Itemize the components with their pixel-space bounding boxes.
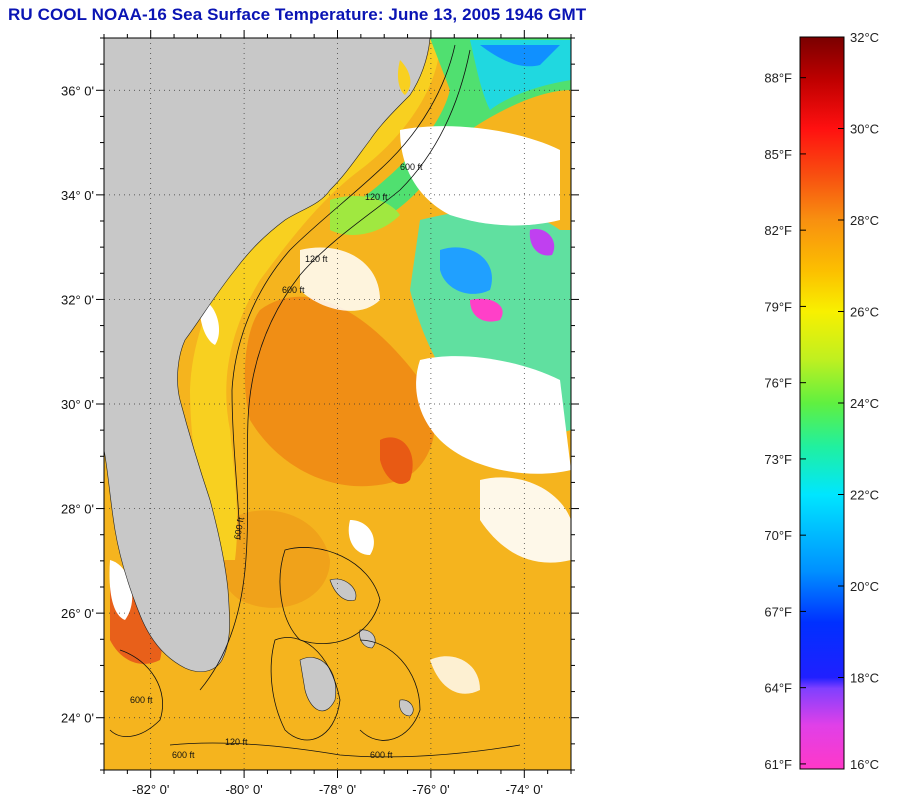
colorbar-gradient <box>799 36 845 770</box>
colorbar-celsius-label: 18°C <box>850 671 879 686</box>
contour-label: 120 ft <box>365 192 388 202</box>
magenta-patch <box>470 298 503 322</box>
graticule <box>104 38 571 770</box>
contour-exuma <box>359 639 421 741</box>
hot-patch <box>380 437 413 484</box>
lat-tick-label: 36° 0' <box>61 83 94 98</box>
contour-label: 600 ft <box>400 162 423 172</box>
cloud-south <box>430 656 480 694</box>
colorbar-celsius-labels: 32°C 30°C 28°C 26°C 24°C 22°C 20°C 18°C 16°C <box>838 30 879 772</box>
colorbar-celsius-label: 28°C <box>850 213 879 228</box>
map-panel: 120 ft 600 ft 120 ft 600 ft 600 ft 600 f… <box>104 38 571 770</box>
colorbar-fahrenheit-label: 88°F <box>764 71 792 86</box>
contour-label: 120 ft <box>305 254 328 264</box>
lon-tick-label: -74° 0' <box>506 782 543 797</box>
lat-tick-label: 30° 0' <box>61 397 94 412</box>
contour-cuba <box>169 742 521 758</box>
lon-tick-label: -76° 0' <box>412 782 449 797</box>
green-water-patch <box>330 195 400 235</box>
violet-patch <box>529 229 555 256</box>
contour-label: 600 ft <box>232 516 246 540</box>
contour-great-bahama-bank <box>270 637 341 741</box>
land-eleuthera <box>359 629 376 649</box>
colorbar-fahrenheit-label: 85°F <box>764 147 792 162</box>
cloud-mid <box>300 247 380 311</box>
lon-tick-label: -82° 0' <box>132 782 169 797</box>
colorbar-celsius-label: 26°C <box>850 305 879 320</box>
cloud-small <box>348 520 374 555</box>
land-us-florida <box>104 38 431 673</box>
colorbar-celsius-label: 16°C <box>850 757 879 772</box>
colorbar-celsius-label: 32°C <box>850 30 879 45</box>
colorbar-fahrenheit-label: 70°F <box>764 528 792 543</box>
lon-tick-label: -78° 0' <box>319 782 356 797</box>
colorbar-fahrenheit-label: 64°F <box>764 681 792 696</box>
contour-gulf <box>109 649 163 737</box>
colorbar-celsius-label: 30°C <box>850 122 879 137</box>
colorbar: 32°C 30°C 28°C 26°C 24°C 22°C 20°C 18°C 16°C 88°… <box>764 30 879 772</box>
lat-tick-label: 24° 0' <box>61 711 94 726</box>
lat-tick-label: 34° 0' <box>61 188 94 203</box>
lat-tick-label: 32° 0' <box>61 292 94 307</box>
contour-600ft <box>199 49 471 691</box>
cold-water-blue <box>480 45 560 67</box>
land-exuma <box>399 699 414 717</box>
colorbar-fahrenheit-label: 73°F <box>764 452 792 467</box>
land-grand-bahama <box>329 578 357 601</box>
warm-patch <box>218 510 330 608</box>
colorbar-fahrenheit-label: 82°F <box>764 223 792 238</box>
continental-shelf <box>190 40 440 560</box>
colorbar-fahrenheit-label: 61°F <box>764 757 792 772</box>
contour-label: 600 ft <box>172 750 195 760</box>
colorbar-celsius-label: 20°C <box>850 579 879 594</box>
longitude-labels: -82° 0' -80° 0' -78° 0' -76° 0' -74° 0' <box>132 782 543 797</box>
cloud-southeast <box>480 477 571 563</box>
colorbar-fahrenheit-label: 76°F <box>764 376 792 391</box>
latitude-labels: 36° 0' 34° 0' 32° 0' 30° 0' 28° 0' 26° 0' 24° … <box>61 83 94 725</box>
lat-tick-label: 26° 0' <box>61 606 94 621</box>
lon-tick-label: -80° 0' <box>225 782 262 797</box>
lat-tick-label: 28° 0' <box>61 502 94 517</box>
land-andros-island <box>299 657 337 712</box>
contour-little-bahama-bank <box>279 547 381 644</box>
contour-label: 600 ft <box>370 750 393 760</box>
frame-ticks <box>96 30 579 778</box>
blue-eddy <box>440 247 492 294</box>
pamlico-sound <box>397 60 411 95</box>
colorbar-fahrenheit-label: 67°F <box>764 604 792 619</box>
contour-label: 600 ft <box>130 695 153 705</box>
colorbar-celsius-label: 24°C <box>850 396 879 411</box>
colorbar-celsius-label: 22°C <box>850 488 879 503</box>
colorbar-fahrenheit-label: 79°F <box>764 299 792 314</box>
cloud-north <box>400 126 560 226</box>
map-title: RU COOL NOAA-16 Sea Surface Temperature:… <box>8 5 587 24</box>
contour-label: 600 ft <box>282 285 305 295</box>
contour-120ft <box>231 44 456 541</box>
colorbar-fahrenheit-labels: 88°F 85°F 82°F 79°F 76°F 73°F 70°F 67°F 64°F 61°F <box>764 71 806 772</box>
cloud-east <box>416 356 571 474</box>
contour-label: 120 ft <box>225 737 248 747</box>
